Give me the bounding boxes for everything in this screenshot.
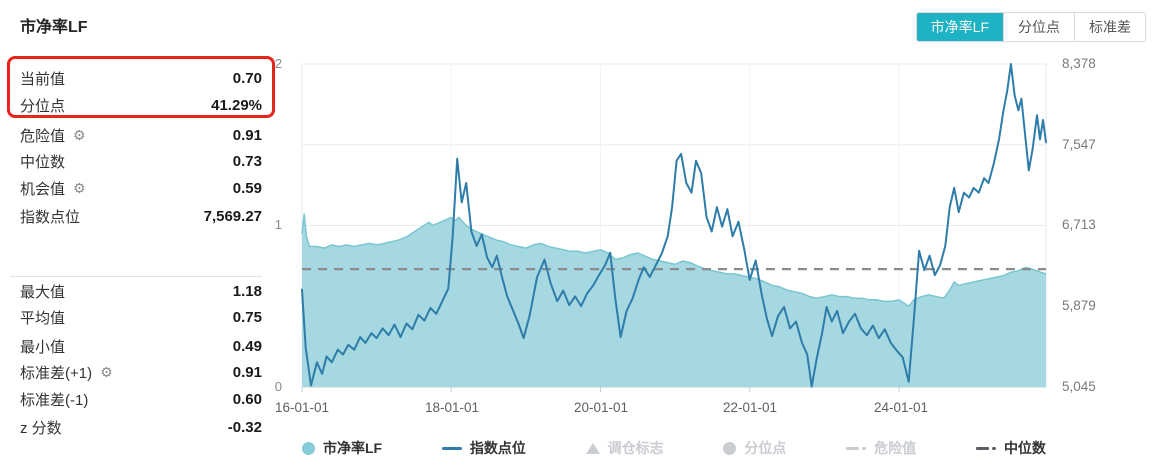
tab-percentile[interactable]: 分位点	[1003, 13, 1074, 41]
legend-item-median[interactable]: 中位数	[975, 438, 1046, 458]
stat-value: 0.91	[232, 363, 262, 381]
legend-item-rebalance-flag[interactable]: 调仓标志	[585, 438, 664, 458]
circle-marker-icon	[302, 441, 315, 455]
right-axis-tick: 5,045	[1062, 379, 1096, 394]
legend-label: 分位点	[744, 440, 787, 456]
legend-label: 市净率LF	[323, 440, 383, 456]
legend-item-danger-value[interactable]: 危险值	[846, 438, 916, 458]
stat-value: 1.18	[232, 282, 262, 300]
legend-item-pb-lf[interactable]: 市净率LF	[302, 438, 382, 458]
stat-label: 标准差(+1) ⚙	[20, 364, 113, 382]
right-axis-tick: 6,713	[1062, 217, 1096, 232]
stat-row-percentile: 分位点 41.29%	[20, 92, 262, 118]
metric-tabs: 市净率LF 分位点 标准差	[915, 12, 1146, 42]
stat-value: 7,569.27	[203, 207, 262, 225]
left-axis-tick: 0	[274, 379, 282, 394]
gear-icon[interactable]: ⚙	[73, 127, 86, 143]
x-axis-tick: 20-01-01	[573, 400, 629, 415]
page-title: 市净率LF	[20, 19, 88, 36]
stat-row-stddev-plus1: 标准差(+1) ⚙ 0.91	[20, 359, 262, 385]
stats-divider	[10, 276, 262, 277]
stat-row-max-value: 最大值 1.18	[20, 278, 262, 304]
legend-label: 调仓标志	[607, 440, 664, 456]
stat-row-mean-value: 平均值 0.75	[20, 304, 262, 330]
legend-label: 危险值	[874, 440, 917, 456]
left-axis-tick: 2	[274, 56, 282, 71]
stat-value: -0.32	[227, 418, 262, 436]
stat-value: 0.70	[232, 69, 262, 87]
gear-icon[interactable]: ⚙	[100, 364, 113, 380]
stat-label: 危险值 ⚙	[20, 127, 86, 145]
legend-label: 指数点位	[469, 440, 526, 456]
stat-value: 0.59	[232, 179, 262, 197]
tab-stddev[interactable]: 标准差	[1074, 13, 1145, 41]
stat-row-danger-value: 危险值 ⚙ 0.91	[20, 122, 262, 148]
tab-pb-lf[interactable]: 市净率LF	[916, 13, 1003, 41]
dash-dot-marker-icon	[975, 446, 996, 450]
x-axis-tick: 16-01-01	[274, 400, 330, 415]
stat-row-index-points: 指数点位 7,569.27	[20, 203, 262, 229]
stat-label: 指数点位	[20, 208, 81, 226]
legend-label: 中位数	[1003, 440, 1046, 456]
triangle-marker-icon	[585, 442, 600, 454]
right-axis-tick: 5,879	[1062, 298, 1096, 313]
stat-label: 机会值 ⚙	[20, 180, 86, 198]
x-axis-tick: 22-01-01	[722, 400, 778, 415]
stat-value: 0.60	[232, 390, 262, 408]
right-axis-tick: 8,378	[1062, 56, 1096, 71]
stat-row-opportunity-value: 机会值 ⚙ 0.59	[20, 175, 262, 201]
line-marker-icon	[441, 446, 462, 450]
x-axis-tick: 18-01-01	[424, 400, 480, 415]
stat-row-current-value: 当前值 0.70	[20, 65, 262, 91]
stat-label: 最小值	[20, 338, 66, 356]
chart-legend: 市净率LF 指数点位 调仓标志 分位点 危险值 中位数	[302, 438, 1046, 458]
stat-value: 0.91	[232, 126, 262, 144]
valuation-chart	[301, 63, 1047, 392]
stat-label: 中位数	[20, 153, 66, 171]
dash-dot-marker-icon	[846, 446, 867, 450]
stat-label: 平均值	[20, 309, 66, 327]
stat-value: 0.75	[232, 308, 262, 326]
left-axis-tick: 1	[274, 217, 282, 232]
stat-label: 最大值	[20, 283, 66, 301]
x-axis-tick: 24-01-01	[873, 400, 929, 415]
stat-value: 0.49	[232, 337, 262, 355]
stat-label: z 分数	[20, 419, 62, 437]
stat-row-median: 中位数 0.73	[20, 148, 262, 174]
legend-item-percentile[interactable]: 分位点	[723, 438, 786, 458]
circle-marker-icon	[723, 441, 737, 455]
gear-icon[interactable]: ⚙	[73, 180, 86, 196]
stat-row-stddev-minus1: 标准差(-1) 0.60	[20, 386, 262, 412]
right-axis-tick: 7,547	[1062, 137, 1096, 152]
stat-value: 41.29%	[211, 96, 262, 114]
stat-row-min-value: 最小值 0.49	[20, 333, 262, 359]
stat-label: 当前值	[20, 70, 66, 88]
stat-label: 标准差(-1)	[20, 391, 89, 409]
legend-item-index-points[interactable]: 指数点位	[441, 438, 526, 458]
stat-label: 分位点	[20, 97, 66, 115]
stat-value: 0.73	[232, 152, 262, 170]
stat-row-zscore: z 分数 -0.32	[20, 414, 262, 440]
